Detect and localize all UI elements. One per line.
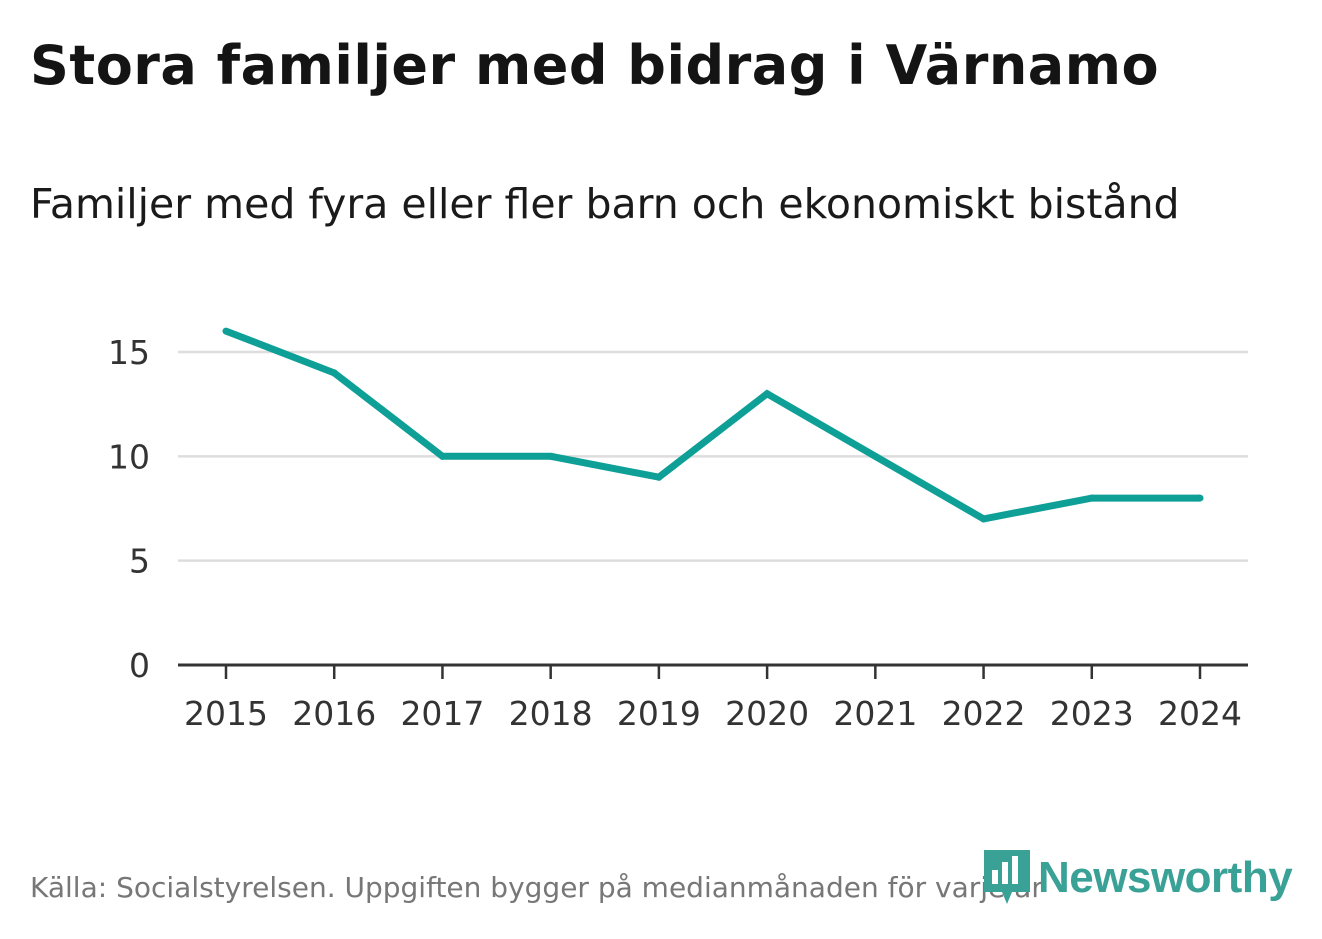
x-tick-label: 2017 — [400, 694, 484, 733]
data-point-2016 — [330, 369, 338, 377]
x-axis: 2015 2016 2017 2018 2019 2020 2021 2022 2023 2024 — [178, 663, 1248, 733]
data-point-2019 — [655, 473, 663, 481]
grid-lines — [178, 350, 1248, 562]
data-point-2024 — [1196, 494, 1204, 502]
x-tick-label: 2023 — [1050, 694, 1134, 733]
data-point-2020 — [763, 390, 771, 398]
x-tick-label: 2015 — [184, 694, 268, 733]
data-point-2021 — [871, 452, 879, 460]
data-point-2015 — [222, 327, 230, 335]
x-tick-label: 2020 — [725, 694, 809, 733]
y-tick-label: 15 — [108, 333, 150, 372]
x-tick-label: 2018 — [509, 694, 593, 733]
chart-subtitle: Familjer med fyra eller fler barn och ek… — [30, 180, 1180, 228]
source-note: Källa: Socialstyrelsen. Uppgiften bygger… — [30, 871, 1043, 904]
data-point-2018 — [547, 452, 555, 460]
series-line-0 — [224, 327, 1200, 523]
x-tick-label: 2019 — [617, 694, 701, 733]
x-tick-label: 2021 — [833, 694, 917, 733]
y-axis-ticks: 0 5 10 15 — [108, 333, 150, 685]
data-point-2022 — [980, 515, 988, 523]
x-tick-label: 2022 — [942, 694, 1026, 733]
y-tick-label: 10 — [108, 437, 150, 476]
y-tick-label: 0 — [129, 646, 150, 685]
data-point-2017 — [438, 452, 446, 460]
chart-title: Stora familjer med bidrag i Värnamo — [30, 34, 1160, 97]
newsworthy-logo: Newsworthy — [982, 848, 1293, 908]
logo-text: Newsworthy — [1038, 853, 1293, 902]
series-layer — [222, 327, 1204, 523]
y-tick-label: 5 — [129, 542, 150, 581]
data-point-2023 — [1088, 494, 1096, 502]
newsworthy-logo-icon — [984, 850, 1030, 904]
x-tick-label: 2024 — [1158, 694, 1242, 733]
x-tick-label: 2016 — [292, 694, 376, 733]
